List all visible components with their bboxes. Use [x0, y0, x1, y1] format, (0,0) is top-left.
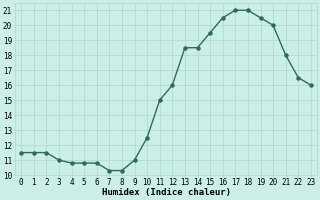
X-axis label: Humidex (Indice chaleur): Humidex (Indice chaleur) — [101, 188, 230, 197]
